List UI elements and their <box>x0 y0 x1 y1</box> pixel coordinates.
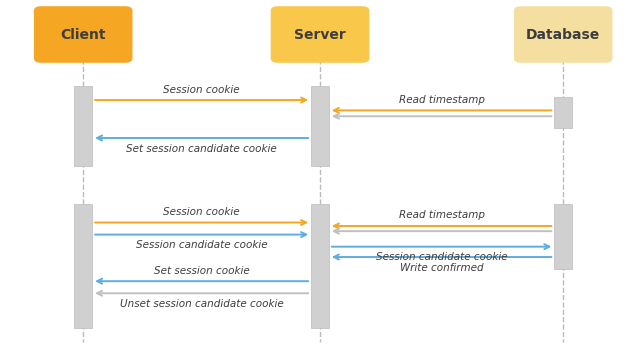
FancyBboxPatch shape <box>311 86 329 166</box>
Text: Session candidate cookie: Session candidate cookie <box>136 240 268 250</box>
FancyBboxPatch shape <box>514 6 612 63</box>
FancyBboxPatch shape <box>311 204 329 328</box>
Text: Set session cookie: Set session cookie <box>154 266 250 276</box>
Text: Session cookie: Session cookie <box>163 85 240 95</box>
Text: Unset session candidate cookie: Unset session candidate cookie <box>120 299 284 309</box>
Text: Read timestamp: Read timestamp <box>399 95 484 105</box>
Text: Set session candidate cookie: Set session candidate cookie <box>126 144 277 154</box>
Text: Session candidate cookie: Session candidate cookie <box>376 252 508 262</box>
FancyBboxPatch shape <box>271 6 369 63</box>
FancyBboxPatch shape <box>554 204 572 269</box>
Text: Client: Client <box>60 28 106 41</box>
Text: Session cookie: Session cookie <box>163 207 240 217</box>
Text: Server: Server <box>294 28 346 41</box>
Text: Write confirmed: Write confirmed <box>400 263 483 273</box>
Text: Read timestamp: Read timestamp <box>399 210 484 220</box>
FancyBboxPatch shape <box>554 97 572 128</box>
FancyBboxPatch shape <box>34 6 132 63</box>
Text: Database: Database <box>526 28 600 41</box>
FancyBboxPatch shape <box>74 204 92 328</box>
FancyBboxPatch shape <box>74 86 92 166</box>
